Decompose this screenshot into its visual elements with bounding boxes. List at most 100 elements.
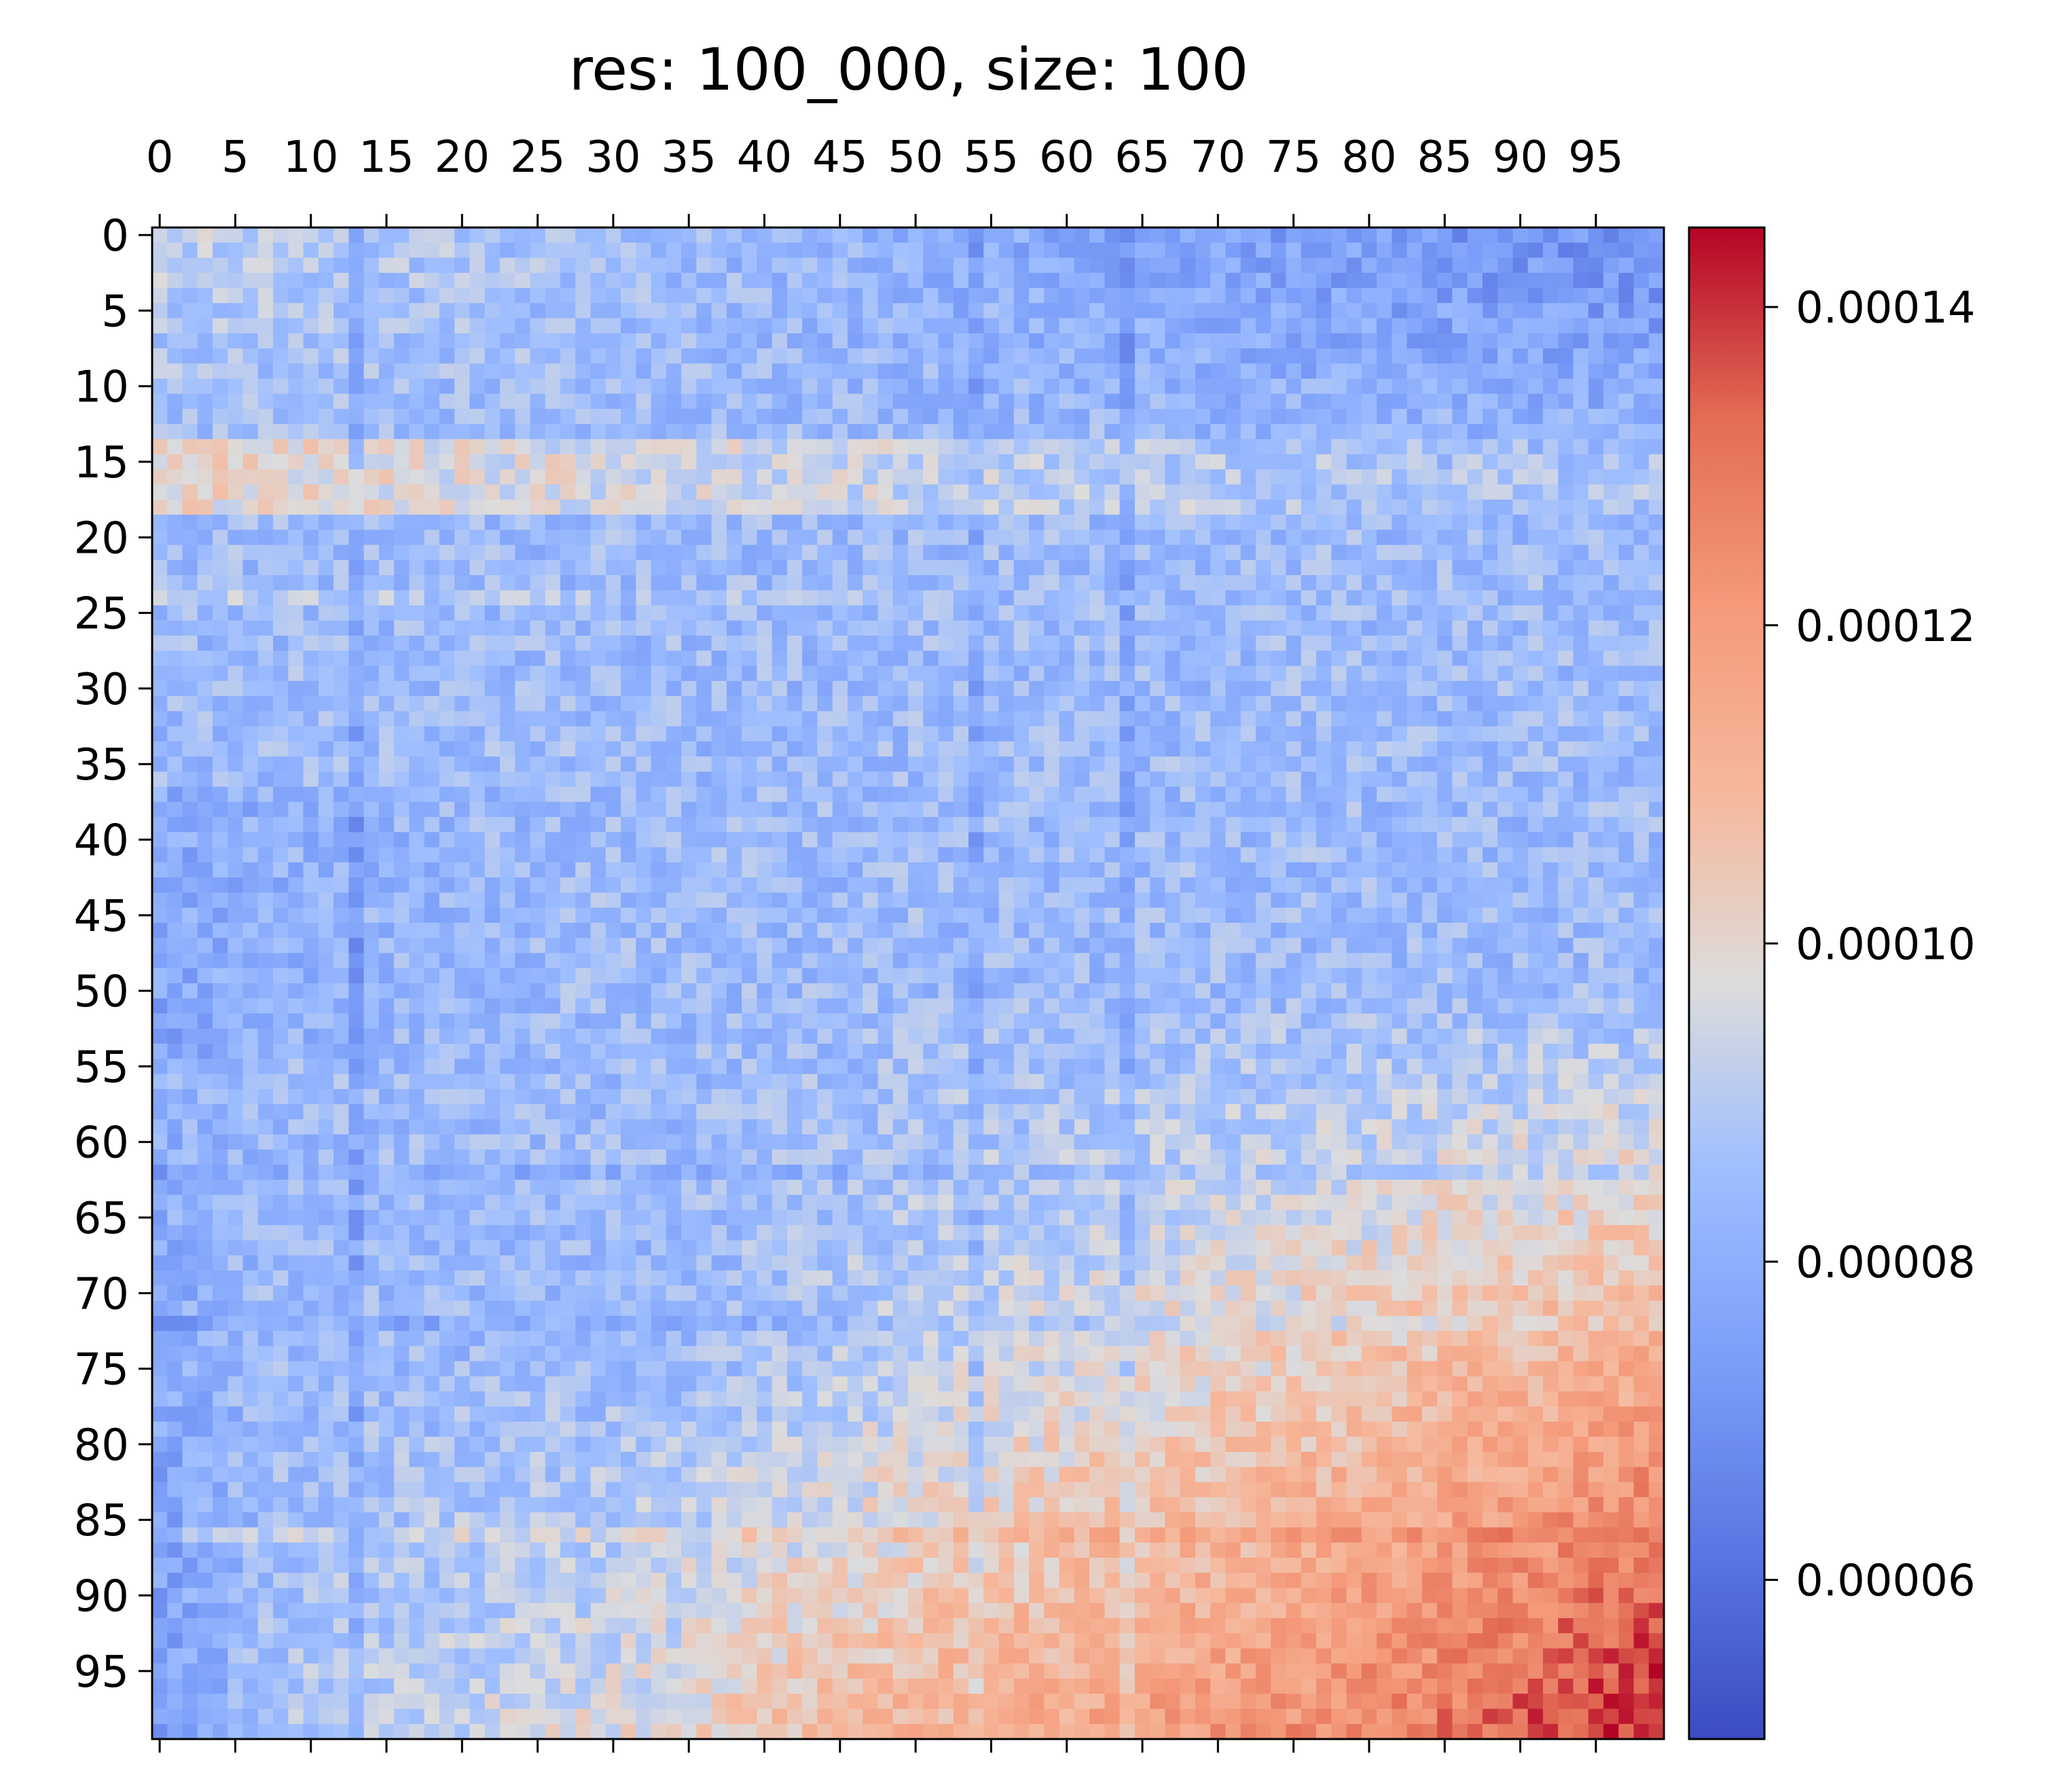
heatmap-cell xyxy=(968,242,984,259)
heatmap-cell xyxy=(363,665,380,682)
heatmap-cell xyxy=(1573,393,1589,409)
heatmap-cell xyxy=(1361,454,1377,470)
heatmap-cell xyxy=(938,907,954,924)
heatmap-cell xyxy=(363,574,380,591)
heatmap-cell xyxy=(847,499,863,515)
heatmap-cell xyxy=(363,847,380,863)
heatmap-cell xyxy=(1618,574,1635,591)
heatmap-cell xyxy=(1648,862,1665,878)
heatmap-cell xyxy=(1482,393,1498,409)
heatmap-cell xyxy=(1392,393,1408,409)
heatmap-cell xyxy=(1498,378,1513,395)
heatmap-cell xyxy=(726,862,742,878)
heatmap-cell xyxy=(197,439,213,455)
heatmap-cell xyxy=(1421,680,1438,697)
heatmap-cell xyxy=(545,938,561,954)
heatmap-cell xyxy=(786,409,803,424)
heatmap-cell xyxy=(757,771,773,788)
heatmap-cell xyxy=(953,499,969,515)
heatmap-cell xyxy=(636,257,652,274)
heatmap-cell xyxy=(333,696,349,712)
heatmap-cell xyxy=(424,454,440,470)
heatmap-cell xyxy=(515,696,531,712)
heatmap-cell xyxy=(454,272,471,289)
heatmap-cell xyxy=(1648,877,1665,894)
heatmap-cell xyxy=(590,393,606,409)
heatmap-cell xyxy=(1316,424,1332,440)
heatmap-cell xyxy=(1421,303,1438,319)
heatmap-cell xyxy=(1588,484,1604,500)
heatmap-cell xyxy=(560,590,576,606)
heatmap-cell xyxy=(1467,680,1483,697)
heatmap-cell xyxy=(228,636,244,651)
heatmap-cell xyxy=(348,227,365,243)
heatmap-cell xyxy=(742,680,757,697)
heatmap-cell xyxy=(923,242,939,259)
heatmap-cell xyxy=(1013,530,1030,546)
heatmap-cell xyxy=(530,636,546,651)
heatmap-cell xyxy=(1392,680,1408,697)
heatmap-cell xyxy=(1134,938,1150,954)
heatmap-cell xyxy=(1255,424,1271,440)
heatmap-cell xyxy=(1603,318,1619,334)
heatmap-cell xyxy=(998,257,1015,274)
heatmap-cell xyxy=(1498,907,1513,924)
heatmap-cell xyxy=(711,257,727,274)
heatmap-cell xyxy=(515,303,531,319)
heatmap-cell xyxy=(742,454,757,470)
heatmap-cell xyxy=(877,514,894,530)
heatmap-cell xyxy=(1286,651,1302,667)
heatmap-cell xyxy=(1542,454,1559,470)
heatmap-cell xyxy=(1059,409,1075,424)
heatmap-cell xyxy=(348,968,365,984)
heatmap-cell xyxy=(590,817,606,833)
heatmap-cell xyxy=(817,530,833,546)
heatmap-cell xyxy=(1392,907,1408,924)
heatmap-cell xyxy=(575,726,592,742)
heatmap-cell xyxy=(1467,499,1483,515)
heatmap-cell xyxy=(1498,272,1513,289)
heatmap-cell xyxy=(257,651,274,667)
heatmap-cell xyxy=(802,499,818,515)
heatmap-cell xyxy=(696,484,712,500)
heatmap-cell xyxy=(257,817,274,833)
heatmap-cell xyxy=(1648,378,1665,395)
heatmap-cell xyxy=(983,636,1000,651)
heatmap-cell xyxy=(424,786,440,803)
heatmap-cell xyxy=(1286,832,1302,848)
heatmap-cell xyxy=(182,545,198,561)
heatmap-cell xyxy=(1648,892,1665,909)
heatmap-cell xyxy=(1648,574,1665,591)
heatmap-cell xyxy=(636,756,652,772)
heatmap-cell xyxy=(152,560,168,576)
heatmap-cell xyxy=(892,741,909,757)
heatmap-cell xyxy=(1119,560,1136,576)
heatmap-cell xyxy=(1512,439,1529,455)
heatmap-cell xyxy=(560,665,576,682)
heatmap-cell xyxy=(424,636,440,651)
heatmap-cell xyxy=(863,968,879,984)
heatmap-cell xyxy=(1165,378,1181,395)
heatmap-cell xyxy=(363,968,380,984)
heatmap-cell xyxy=(1527,590,1544,606)
heatmap-cell xyxy=(1377,938,1392,954)
heatmap-cell xyxy=(1437,288,1453,304)
heatmap-cell xyxy=(1059,892,1075,909)
heatmap-cell xyxy=(1255,665,1271,682)
heatmap-cell xyxy=(152,484,168,500)
heatmap-cell xyxy=(469,499,486,515)
heatmap-cell xyxy=(832,242,848,259)
heatmap-cell xyxy=(1013,847,1030,863)
heatmap-cell xyxy=(1512,696,1529,712)
heatmap-cell xyxy=(1134,530,1150,546)
heatmap-cell xyxy=(1044,499,1060,515)
heatmap-cell xyxy=(1059,968,1075,984)
heatmap-cell xyxy=(1301,877,1317,894)
heatmap-cell xyxy=(1195,605,1211,621)
heatmap-cell xyxy=(363,801,380,818)
heatmap-cell xyxy=(424,409,440,424)
heatmap-cell xyxy=(378,257,395,274)
heatmap-cell xyxy=(333,786,349,803)
heatmap-cell xyxy=(242,530,259,546)
heatmap-cell xyxy=(1210,922,1227,938)
